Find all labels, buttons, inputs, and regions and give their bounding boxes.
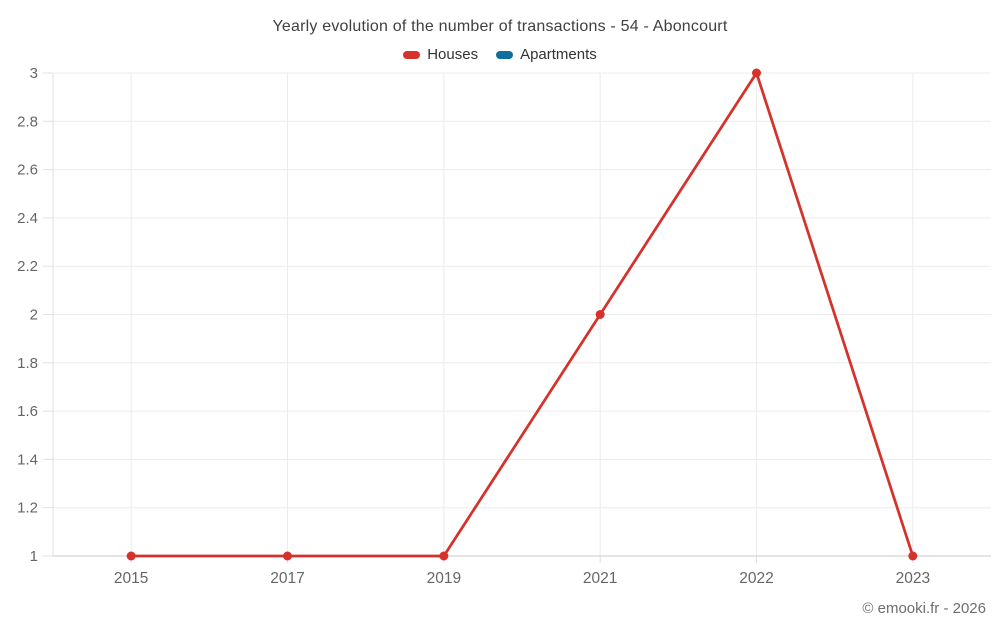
y-axis-label: 3 xyxy=(30,65,38,82)
legend-label-apartments: Apartments xyxy=(520,46,597,63)
y-axis-label: 1.8 xyxy=(17,355,38,372)
chart-title: Yearly evolution of the number of transa… xyxy=(272,18,728,35)
chart-legend: Houses Apartments xyxy=(0,46,1000,63)
houses-data-point[interactable] xyxy=(752,68,761,78)
legend-label-houses: Houses xyxy=(427,46,479,63)
x-axis-label: 2019 xyxy=(427,570,461,587)
houses-data-point[interactable] xyxy=(595,310,605,319)
y-axis-label: 1 xyxy=(30,548,38,565)
houses-data-point[interactable] xyxy=(908,551,918,561)
houses-data-point[interactable] xyxy=(126,551,136,561)
x-axis-label: 2021 xyxy=(583,570,617,587)
y-axis-label: 2.8 xyxy=(17,113,38,130)
y-axis-label: 2.4 xyxy=(17,210,38,227)
apartments-legend-swatch-icon xyxy=(496,50,514,59)
x-axis-label: 2022 xyxy=(739,570,773,587)
y-axis-label: 1.4 xyxy=(17,451,38,468)
legend-item-apartments[interactable]: Apartments xyxy=(496,46,597,63)
y-axis-label: 2.6 xyxy=(17,162,38,179)
x-axis-label: 2023 xyxy=(896,570,930,587)
y-axis-label: 1.6 xyxy=(17,403,38,420)
y-axis-label: 2 xyxy=(30,307,38,324)
x-axis-label: 2017 xyxy=(270,570,304,587)
copyright-text: © emooki.fr - 2026 xyxy=(862,600,986,617)
x-axis-label: 2015 xyxy=(114,570,148,587)
legend-item-houses[interactable]: Houses xyxy=(403,46,478,63)
houses-data-point[interactable] xyxy=(439,551,449,561)
houses-legend-swatch-icon xyxy=(403,50,421,59)
houses-series-line xyxy=(129,71,915,558)
houses-data-point[interactable] xyxy=(283,551,292,561)
y-axis-label: 1.2 xyxy=(17,500,38,517)
y-axis-label: 2.2 xyxy=(17,258,38,275)
